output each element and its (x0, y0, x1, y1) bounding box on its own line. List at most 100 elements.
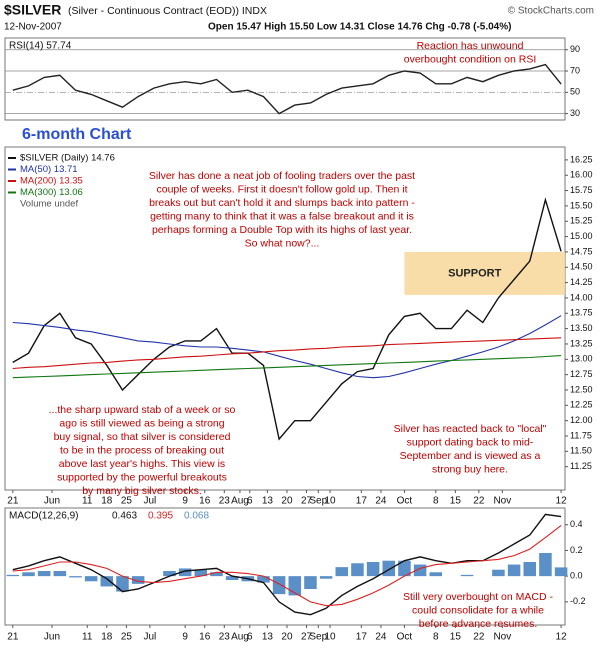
annotation: getting many to think that it was a fals… (150, 210, 414, 222)
x-tick-label: 21 (7, 496, 19, 507)
y-tick-label: 14.75 (570, 246, 593, 256)
legend-entry: MA(50) 13.71 (20, 164, 78, 175)
x-tick-label: 15 (450, 632, 462, 643)
histogram-bar (523, 562, 537, 577)
histogram-bar (194, 569, 208, 577)
legend-entry: $SILVER (Daily) 14.76 (20, 153, 115, 164)
x-tick-label: Jul (143, 632, 156, 643)
legend-entry: MA(300) 13.06 (20, 187, 83, 198)
x-tick-label: Jun (44, 632, 60, 643)
histogram-bar (398, 560, 411, 577)
annotation: Silver has reacted back to "local" (394, 423, 547, 435)
x-tick-label: 6 (247, 632, 253, 643)
annotation: before advance resumes. (419, 618, 537, 630)
support-zone (404, 251, 565, 295)
x-tick-label: Sep (309, 632, 327, 643)
histogram-bar (554, 567, 568, 577)
histogram-bar (507, 564, 521, 577)
histogram-bar (22, 572, 35, 577)
x-tick-label: 12 (556, 632, 568, 643)
histogram-bar (225, 576, 239, 580)
x-tick-label: 18 (101, 496, 113, 507)
series-line (12, 337, 562, 370)
y-tick-label: 15.25 (570, 216, 593, 226)
y-tick-label: 50 (570, 87, 580, 97)
series-line (12, 315, 562, 379)
y-tick-label: 13.50 (570, 323, 593, 333)
x-tick-label: 24 (375, 632, 387, 643)
x-tick-label: Jul (143, 496, 156, 507)
panel-title: RSI(14) 57.74 (9, 41, 72, 52)
annotation: couple of weeks. First it doesn't follow… (156, 183, 407, 195)
histogram-bar (53, 571, 67, 577)
y-tick-label: 12.50 (570, 384, 593, 394)
histogram-bar (100, 576, 114, 587)
description: (Silver - Continuous Contract (EOD)) IND… (68, 5, 267, 17)
x-tick-label: 17 (356, 632, 368, 643)
x-tick-label: 10 (324, 632, 336, 643)
histogram-bar (351, 563, 364, 577)
x-tick-label: 16 (199, 496, 211, 507)
y-tick-label: 13.00 (570, 354, 593, 364)
x-tick-label: 25 (121, 632, 133, 643)
x-tick-label: 25 (121, 496, 133, 507)
x-tick-label: 15 (450, 496, 462, 507)
series-line (12, 524, 562, 607)
histogram-bar (163, 571, 176, 577)
histogram-bar (257, 576, 270, 583)
histogram-bar (210, 572, 223, 577)
y-tick-label: 30 (570, 108, 580, 118)
x-tick-label: 11 (82, 496, 93, 507)
y-tick-label: 15.50 (570, 200, 593, 210)
legend-note: Volume undef (20, 199, 78, 210)
series-line (12, 63, 562, 115)
quote: Open 15.47 High 15.50 Low 14.31 Close 14… (208, 22, 511, 33)
y-tick-label: 13.25 (570, 338, 593, 348)
chart-heading: 6-month Chart (22, 126, 132, 143)
source: © StockCharts.com (508, 6, 594, 17)
annotation: ...the sharp upward stab of a week or so (49, 404, 236, 416)
annotation: strong buy here. (432, 463, 508, 475)
x-tick-label: Sep (309, 496, 327, 507)
x-tick-label: Jun (44, 496, 60, 507)
annotation: supported by the powerful breakouts (57, 471, 227, 483)
y-tick-label: 0.0 (570, 571, 583, 581)
annotation: So what now?... (245, 237, 320, 249)
legend-entry: 0.068 (184, 511, 209, 522)
x-tick-label: Nov (493, 496, 511, 507)
x-tick-label: 23 (219, 632, 231, 643)
annotation: by many big silver stocks. (82, 485, 202, 497)
legend-entry: 0.395 (148, 511, 173, 522)
y-tick-label: 11.50 (570, 446, 592, 456)
y-tick-label: 0.2 (570, 545, 583, 555)
y-tick-label: 70 (570, 65, 580, 75)
series-line (12, 513, 562, 616)
histogram-bar (272, 576, 286, 595)
symbol: $SILVER (4, 2, 61, 18)
x-tick-label: Oct (397, 496, 413, 507)
y-tick-label: 16.00 (570, 170, 593, 180)
histogram-bar (366, 562, 380, 577)
series-line (12, 197, 562, 441)
y-tick-label: 12.25 (570, 400, 593, 410)
x-tick-label: 27 (301, 632, 313, 643)
histogram-bar (319, 576, 333, 579)
panel-title: MACD(12,26,9) (9, 511, 78, 522)
x-tick-label: 10 (324, 496, 336, 507)
x-tick-label: 22 (473, 496, 485, 507)
annotation: September and is viewed as a (400, 450, 541, 462)
x-tick-label: 8 (433, 496, 439, 507)
histogram-bar (335, 567, 349, 577)
annotation: buy signal, so that silver is considered (54, 431, 231, 443)
y-tick-label: 12.00 (570, 415, 593, 425)
histogram-bar (37, 571, 51, 577)
annotation: could consolidate for a while (412, 604, 544, 616)
histogram-bar (429, 572, 443, 577)
x-tick-label: 8 (433, 632, 439, 643)
histogram-bar (492, 569, 505, 577)
x-tick-label: 27 (301, 496, 313, 507)
annotation: Still very overbought on MACD - (403, 591, 553, 603)
series-line (12, 355, 562, 379)
histogram-bar (178, 568, 192, 577)
annotation: ago is still viewed as being a strong (59, 417, 224, 429)
